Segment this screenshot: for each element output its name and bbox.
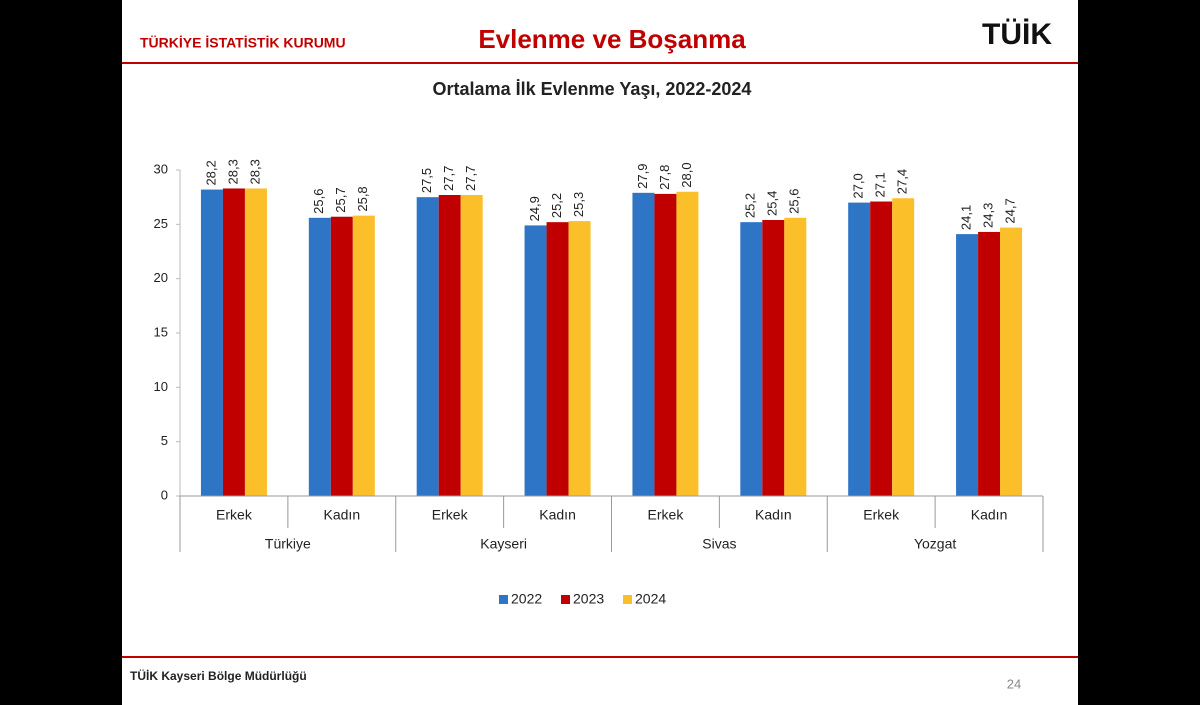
- bar: [978, 231, 1001, 496]
- value-label: 24,7: [1003, 198, 1018, 223]
- bar: [222, 188, 245, 496]
- footer-text: TÜİK Kayseri Bölge Müdürlüğü: [130, 668, 307, 683]
- bar: [438, 194, 461, 496]
- x-tick-label: Erkek: [863, 507, 900, 523]
- bar: [524, 225, 547, 497]
- y-tick-label: 0: [161, 487, 168, 502]
- y-tick-label: 20: [154, 270, 168, 285]
- group-label: Yozgat: [914, 536, 956, 552]
- value-label: 27,8: [657, 165, 672, 190]
- x-tick-label: Erkek: [432, 507, 469, 523]
- value-label: 28,3: [247, 159, 262, 184]
- bar: [892, 198, 915, 496]
- bar: [200, 189, 223, 496]
- x-tick-label: Kadın: [971, 507, 1008, 523]
- bar: [244, 188, 267, 496]
- bar: [676, 191, 699, 496]
- value-label: 24,9: [527, 196, 542, 221]
- bar: [546, 222, 569, 496]
- logo: TÜİK: [982, 18, 1052, 51]
- bar: [848, 202, 871, 496]
- value-label: 28,3: [225, 159, 240, 184]
- page-number: 24: [1007, 676, 1021, 691]
- legend-label: 2024: [635, 591, 666, 607]
- bar: [784, 217, 807, 496]
- org-name: TÜRKİYE İSTATİSTİK KURUMU: [140, 35, 346, 51]
- value-label: 25,2: [743, 193, 758, 218]
- legend-label: 2022: [511, 591, 542, 607]
- x-tick-label: Erkek: [216, 507, 253, 523]
- value-label: 27,1: [873, 172, 888, 197]
- group-label: Türkiye: [265, 536, 311, 552]
- slide-background: [122, 0, 1078, 705]
- bar: [740, 222, 763, 496]
- value-label: 27,4: [895, 169, 910, 194]
- legend-label: 2023: [573, 591, 604, 607]
- value-label: 27,9: [635, 164, 650, 189]
- x-tick-label: Kadın: [539, 507, 576, 523]
- y-tick-label: 15: [154, 324, 168, 339]
- value-label: 28,2: [203, 160, 218, 185]
- slide-title: Evlenme ve Boşanma: [478, 24, 746, 54]
- value-label: 25,6: [311, 189, 326, 214]
- bar: [654, 193, 677, 496]
- y-tick-label: 10: [154, 379, 168, 394]
- legend-swatch: [499, 595, 508, 604]
- value-label: 24,3: [981, 203, 996, 228]
- value-label: 25,8: [355, 186, 370, 211]
- bar: [308, 217, 331, 496]
- y-tick-label: 30: [154, 161, 168, 176]
- group-label: Kayseri: [480, 536, 527, 552]
- value-label: 27,7: [463, 166, 478, 191]
- x-tick-label: Kadın: [755, 507, 792, 523]
- bar: [870, 201, 893, 496]
- value-label: 25,3: [571, 192, 586, 217]
- bar: [352, 215, 375, 496]
- bar: [330, 216, 353, 496]
- value-label: 27,5: [419, 168, 434, 193]
- x-tick-label: Kadın: [324, 507, 361, 523]
- y-tick-label: 25: [154, 216, 168, 231]
- bar: [460, 194, 483, 496]
- value-label: 25,6: [787, 189, 802, 214]
- bar: [632, 192, 655, 496]
- bar: [1000, 227, 1023, 497]
- value-label: 24,1: [959, 205, 974, 230]
- value-label: 25,2: [549, 193, 564, 218]
- x-tick-label: Erkek: [648, 507, 685, 523]
- value-label: 28,0: [679, 162, 694, 187]
- chart-title: Ortalama İlk Evlenme Yaşı, 2022-2024: [433, 79, 752, 99]
- value-label: 25,4: [765, 191, 780, 216]
- value-label: 27,0: [851, 173, 866, 198]
- legend-swatch: [561, 595, 570, 604]
- value-label: 27,7: [441, 166, 456, 191]
- bar: [956, 234, 979, 496]
- bar: [762, 219, 785, 496]
- bar: [416, 197, 439, 496]
- y-tick-label: 5: [161, 433, 168, 448]
- group-label: Sivas: [702, 536, 736, 552]
- value-label: 25,7: [333, 187, 348, 212]
- bar: [568, 221, 591, 496]
- legend-swatch: [623, 595, 632, 604]
